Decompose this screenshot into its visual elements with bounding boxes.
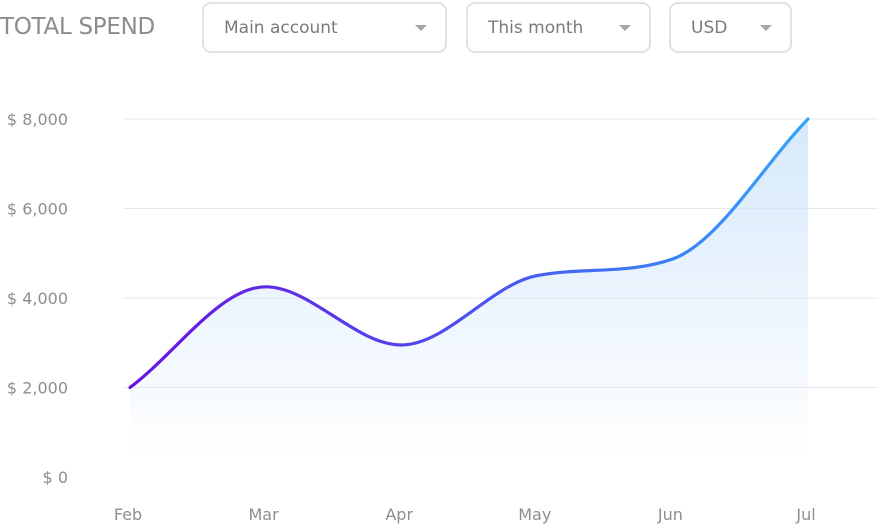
currency-select-label: USD — [691, 17, 728, 38]
y-tick-label: $ 4,000 — [7, 289, 68, 308]
y-tick-label: $ 0 — [43, 468, 68, 487]
x-tick-label: Feb — [114, 505, 142, 524]
x-axis: Feb Mar Apr May Jun Jul — [114, 505, 816, 524]
period-select[interactable]: This month — [466, 2, 651, 53]
x-tick-label: Mar — [249, 505, 280, 524]
currency-select[interactable]: USD — [669, 2, 792, 53]
area-fill — [130, 119, 808, 457]
y-tick-label: $ 2,000 — [7, 379, 68, 398]
x-tick-label: Jun — [657, 505, 683, 524]
series-line — [128, 117, 810, 390]
chevron-down-icon — [415, 24, 427, 31]
account-select-label: Main account — [224, 17, 338, 38]
chevron-down-icon — [760, 24, 772, 31]
y-tick-label: $ 6,000 — [7, 200, 68, 219]
y-tick-label: $ 8,000 — [7, 110, 68, 129]
chart-title: TOTAL SPEND — [0, 14, 155, 40]
period-select-label: This month — [488, 17, 584, 38]
x-tick-label: May — [518, 505, 551, 524]
chevron-down-icon — [619, 24, 631, 31]
x-tick-label: Apr — [385, 505, 413, 524]
x-tick-label: Jul — [795, 505, 815, 524]
account-select[interactable]: Main account — [202, 2, 447, 53]
y-axis: $ 0 $ 2,000 $ 4,000 $ 6,000 $ 8,000 — [7, 110, 68, 487]
